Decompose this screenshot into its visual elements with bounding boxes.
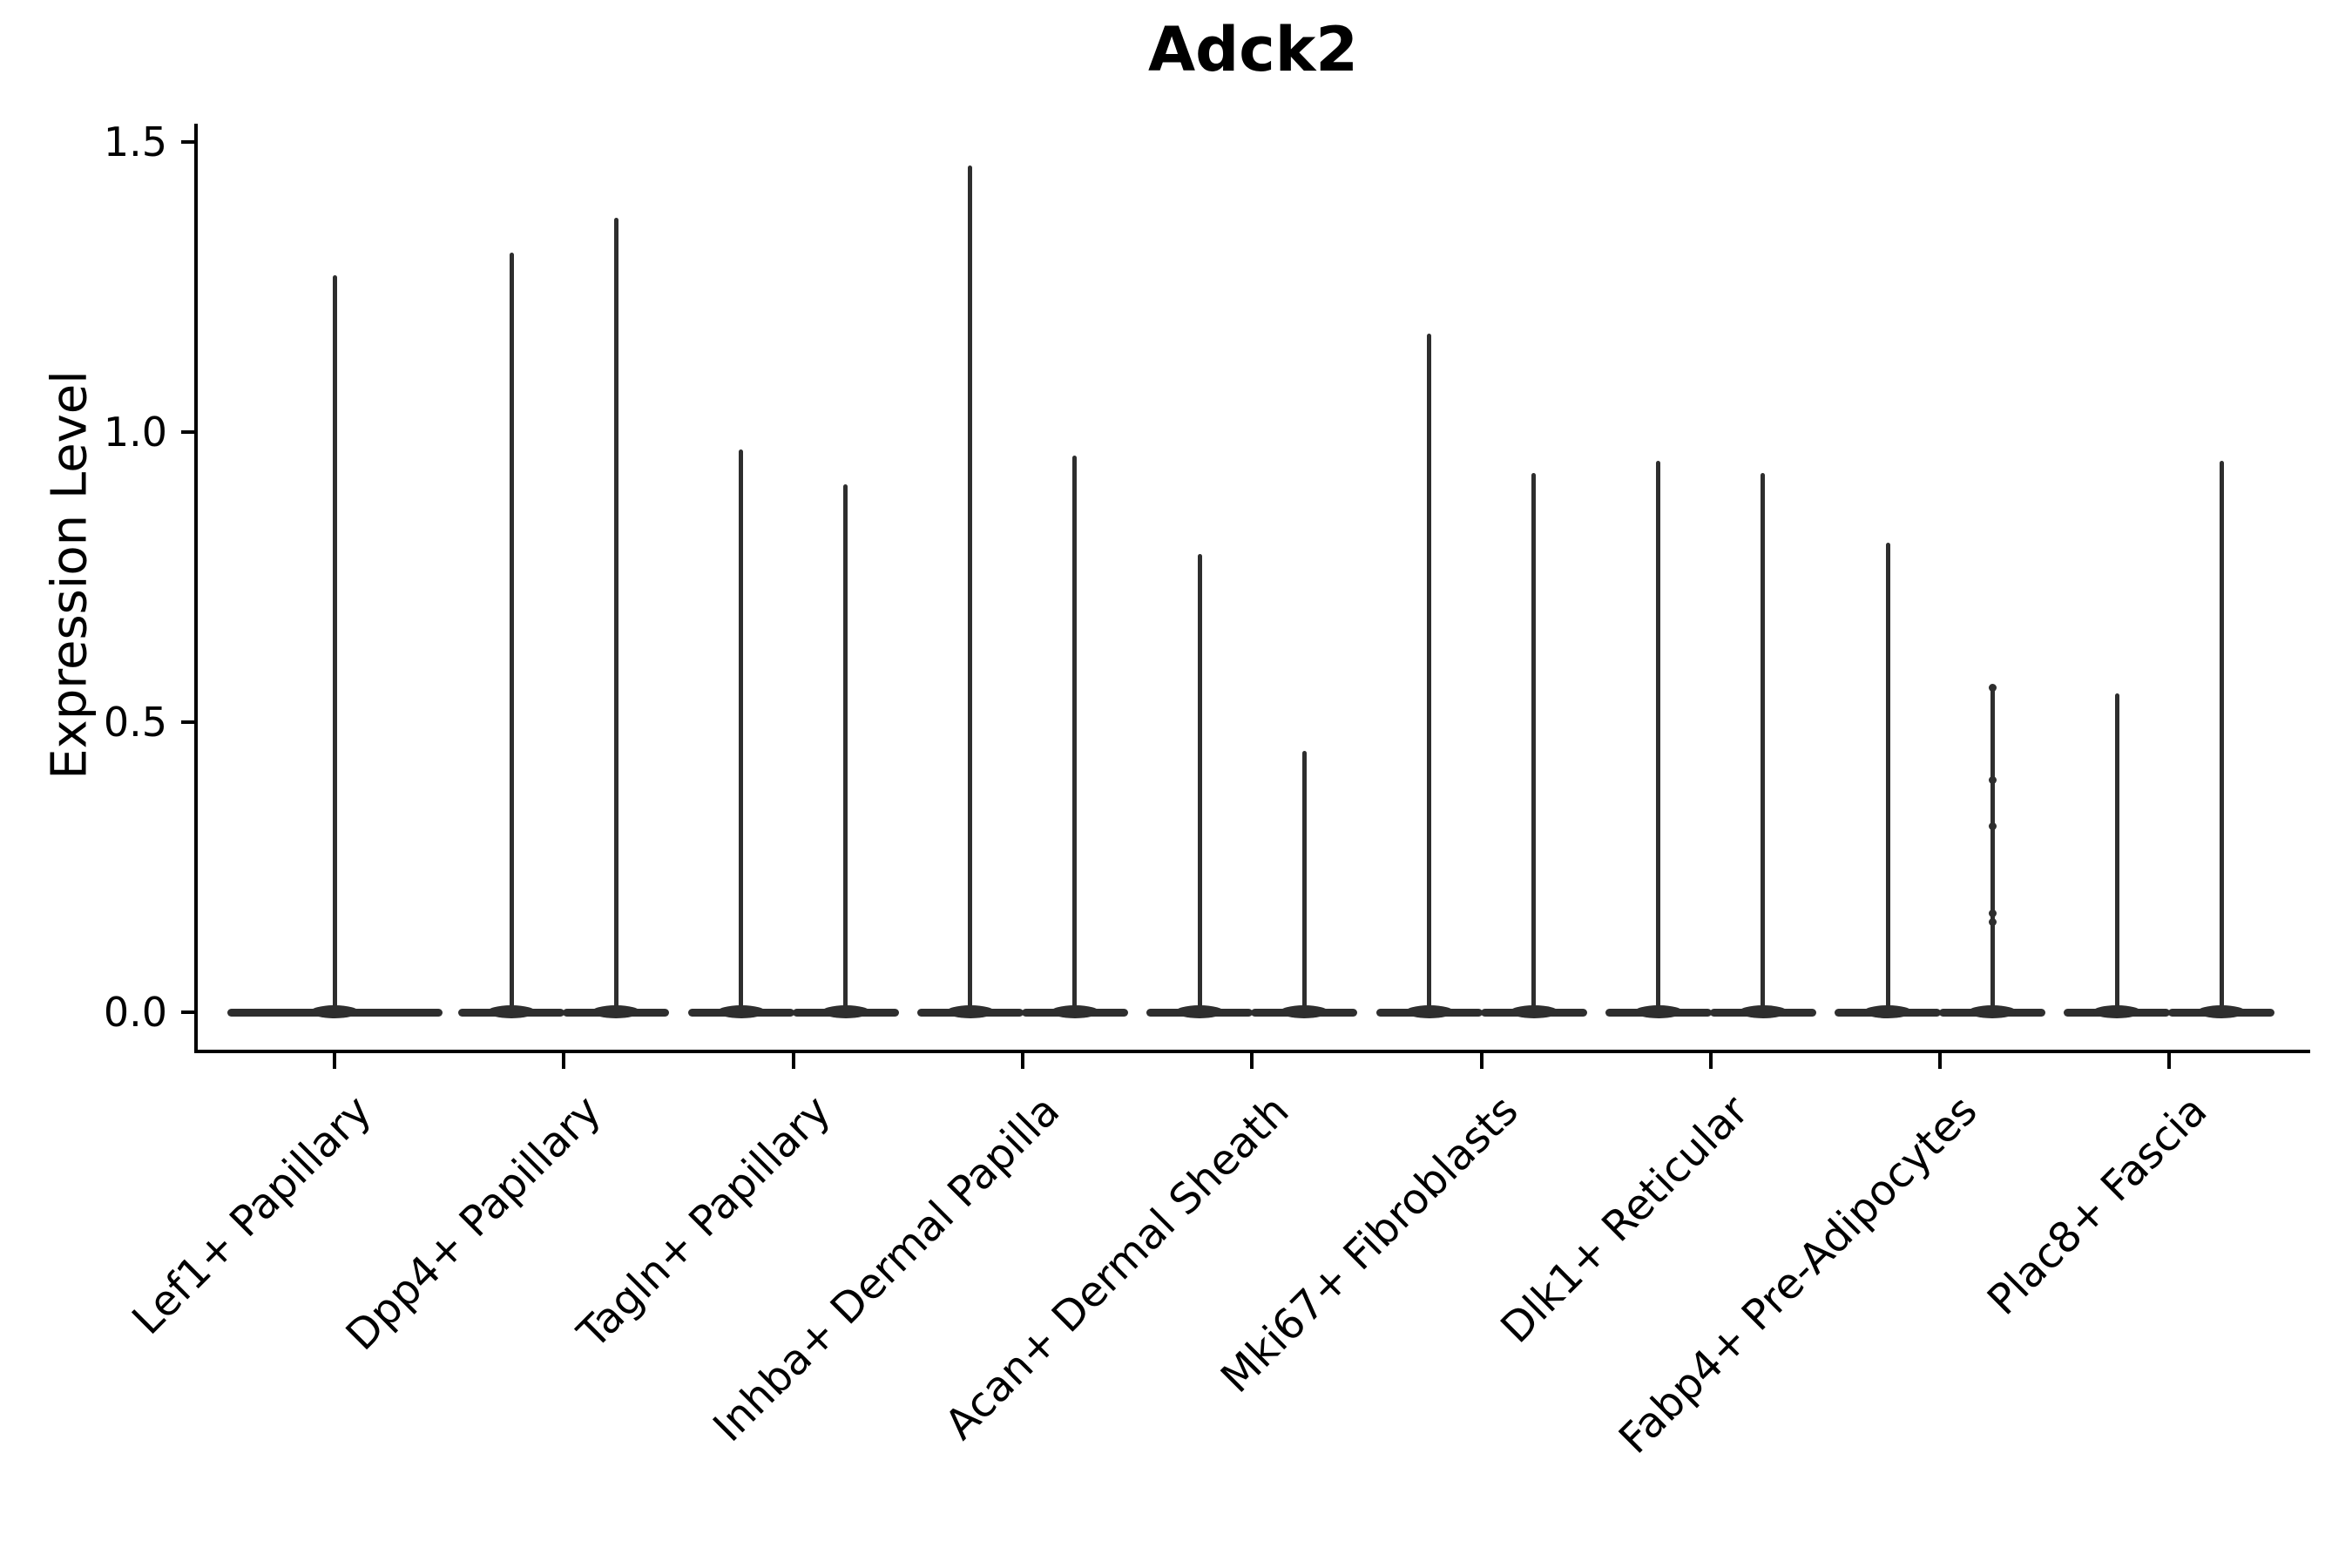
violin-spike [968, 165, 973, 1012]
chart-title: Adck2 [1147, 14, 1359, 85]
x-tick-label: Dlk1+ Reticular [1490, 1086, 1758, 1353]
violin-spike [1990, 687, 1995, 1012]
violin-spike [509, 252, 514, 1012]
violin-spike [1072, 455, 1078, 1012]
y-tick [181, 1010, 196, 1014]
x-tick-label: Tagln+ Papillary [568, 1086, 841, 1358]
violin-spike [739, 449, 744, 1012]
y-axis-spine [194, 124, 198, 1053]
y-tick-label: 1.0 [103, 409, 167, 456]
y-tick [181, 140, 196, 144]
x-tick [1708, 1053, 1713, 1069]
violin-spike [1301, 751, 1307, 1012]
y-tick [181, 430, 196, 434]
violin-spike [1761, 472, 1766, 1012]
violin-spike [2114, 693, 2119, 1012]
x-tick [791, 1053, 795, 1069]
violin-spike [613, 217, 618, 1012]
x-tick [1938, 1053, 1943, 1069]
x-tick [333, 1053, 336, 1069]
x-tick [2167, 1053, 2172, 1069]
violin-spike [1656, 461, 1661, 1012]
jitter-point [1988, 909, 1997, 918]
violin-spike [2219, 461, 2224, 1012]
x-tick-label: Lef1+ Papillary [123, 1086, 382, 1344]
violin-spike [1427, 333, 1431, 1012]
x-axis-spine [194, 1050, 2310, 1053]
y-tick-label: 1.5 [103, 118, 167, 166]
jitter-point [1988, 683, 1997, 692]
jitter-point [1988, 918, 1997, 927]
y-tick-label: 0.0 [103, 989, 167, 1036]
violin-spike [1197, 553, 1202, 1012]
jitter-point [1988, 822, 1997, 831]
violin-spike [843, 483, 848, 1012]
violin-spike [1531, 472, 1536, 1012]
violin-spike [1885, 542, 1890, 1012]
violin-spike [332, 275, 337, 1012]
x-tick-label: Dpp4+ Papillary [336, 1086, 611, 1361]
x-tick [1250, 1053, 1254, 1069]
x-tick [562, 1053, 566, 1069]
x-tick-label: Plac8+ Fascia [1977, 1086, 2217, 1325]
x-tick [1020, 1053, 1024, 1069]
x-tick [1479, 1053, 1484, 1069]
jitter-point [1988, 776, 1997, 785]
y-tick [181, 720, 196, 724]
y-tick-label: 0.5 [103, 699, 167, 746]
